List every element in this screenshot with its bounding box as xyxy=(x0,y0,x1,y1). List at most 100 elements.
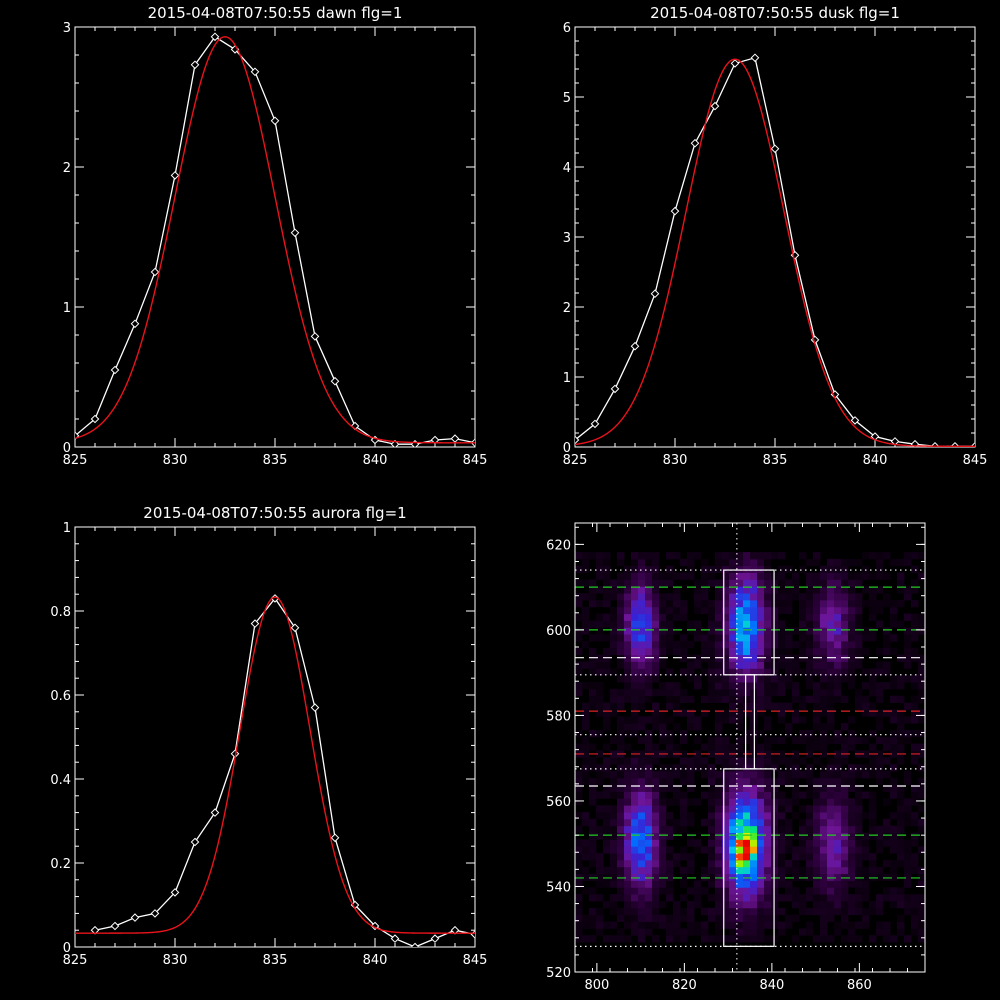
image-image-pixel xyxy=(813,873,821,881)
image-image-pixel xyxy=(764,894,772,902)
image-image-pixel xyxy=(827,784,835,792)
image-image-pixel xyxy=(918,901,926,909)
image-image-pixel xyxy=(673,627,681,635)
aurora-plot: 2015-04-08T07:50:55 aurora flg=1 825 830 8… xyxy=(50,504,487,968)
image-image-pixel xyxy=(834,921,842,929)
image-image-pixel xyxy=(771,784,779,792)
image-image-pixel xyxy=(841,675,849,683)
image-image-pixel xyxy=(603,709,611,717)
image-image-pixel xyxy=(897,723,905,731)
image-image-pixel xyxy=(638,668,646,676)
image-image-pixel xyxy=(757,558,765,567)
image-image-pixel xyxy=(715,634,723,642)
image-image-pixel xyxy=(841,825,849,833)
image-image-pixel xyxy=(708,839,716,847)
image-image-pixel xyxy=(806,750,814,758)
image-image-pixel xyxy=(771,682,779,690)
image-image-pixel xyxy=(799,695,807,703)
image-image-pixel xyxy=(736,620,744,628)
image-image-pixel xyxy=(603,599,611,608)
image-image-pixel xyxy=(757,593,765,601)
dawn-y-tick-label: 0 xyxy=(63,441,71,456)
image-image-pixel xyxy=(701,921,709,929)
image-image-pixel xyxy=(869,552,877,560)
image-image-pixel xyxy=(911,634,919,642)
dawn-axes-frame xyxy=(74,26,476,448)
image-image-pixel xyxy=(911,866,919,875)
image-image-pixel xyxy=(806,853,814,861)
image-image-pixel xyxy=(834,620,842,628)
image-image-pixel xyxy=(876,682,884,690)
image-image-pixel xyxy=(722,859,730,868)
image-image-pixel xyxy=(869,901,877,909)
image-image-pixel xyxy=(680,853,688,861)
image-image-pixel xyxy=(750,716,758,724)
image-image-pixel xyxy=(743,771,751,779)
image-image-pixel xyxy=(848,812,856,820)
image-image-pixel xyxy=(694,880,702,888)
image-image-pixel xyxy=(736,825,744,833)
image-y-tick-label: 560 xyxy=(546,795,571,810)
image-image-pixel xyxy=(820,641,828,649)
image-image-pixel xyxy=(631,825,639,833)
image-image-pixel xyxy=(596,928,604,936)
image-image-pixel xyxy=(680,825,688,833)
image-image-pixel xyxy=(848,894,856,902)
image-image-pixel xyxy=(736,866,744,875)
image-image-pixel xyxy=(792,901,800,909)
image-image-pixel xyxy=(617,552,625,560)
image-image-pixel xyxy=(736,682,744,690)
image-image-pixel xyxy=(918,928,926,936)
image-image-pixel xyxy=(918,729,926,738)
image-image-pixel xyxy=(694,675,702,683)
image-image-pixel xyxy=(841,661,849,669)
dusk-y-tick-label: 0 xyxy=(563,441,571,456)
image-image-pixel xyxy=(820,907,828,916)
image-image-pixel xyxy=(680,764,688,772)
image-image-pixel xyxy=(834,764,842,772)
image-image-pixel xyxy=(827,832,835,840)
image-image-pixel xyxy=(820,729,828,738)
image-image-pixel xyxy=(687,901,695,909)
image-image-pixel xyxy=(722,599,730,608)
image-image-pixel xyxy=(596,620,604,628)
image-image-pixel xyxy=(708,880,716,888)
image-image-pixel xyxy=(813,647,821,656)
image-image-pixel xyxy=(757,894,765,902)
image-image-pixel xyxy=(687,859,695,868)
image-image-pixel xyxy=(890,825,898,833)
image-image-pixel xyxy=(659,859,667,868)
image-image-pixel xyxy=(848,572,856,580)
image-image-pixel xyxy=(694,627,702,635)
image-image-pixel xyxy=(610,579,618,587)
image-image-pixel xyxy=(771,579,779,587)
image-image-pixel xyxy=(715,928,723,936)
image-image-pixel xyxy=(918,784,926,792)
image-image-pixel xyxy=(582,743,590,751)
image-image-pixel xyxy=(757,695,765,703)
image-image-pixel xyxy=(813,825,821,833)
image-image-pixel xyxy=(799,599,807,608)
image-image-pixel xyxy=(792,935,800,943)
image-image-pixel xyxy=(750,647,758,656)
image-image-pixel xyxy=(834,654,842,662)
image-image-pixel xyxy=(659,606,667,615)
image-image-pixel xyxy=(729,627,737,635)
image-image-pixel xyxy=(904,777,912,786)
dawn-data-point xyxy=(170,171,180,180)
image-image-pixel xyxy=(743,832,751,840)
image-image-pixel xyxy=(890,777,898,786)
image-image-pixel xyxy=(736,846,744,854)
image-image-pixel xyxy=(792,777,800,786)
image-image-pixel xyxy=(645,620,653,628)
image-image-pixel xyxy=(701,572,709,580)
image-image-pixel xyxy=(827,880,835,888)
image-image-pixel xyxy=(792,771,800,779)
image-image-pixel xyxy=(813,859,821,868)
image-image-pixel xyxy=(638,914,646,922)
image-image-pixel xyxy=(764,579,772,587)
image-image-pixel xyxy=(617,654,625,662)
image-image-pixel xyxy=(687,764,695,772)
image-image-pixel xyxy=(701,627,709,635)
image-image-pixel xyxy=(680,798,688,806)
